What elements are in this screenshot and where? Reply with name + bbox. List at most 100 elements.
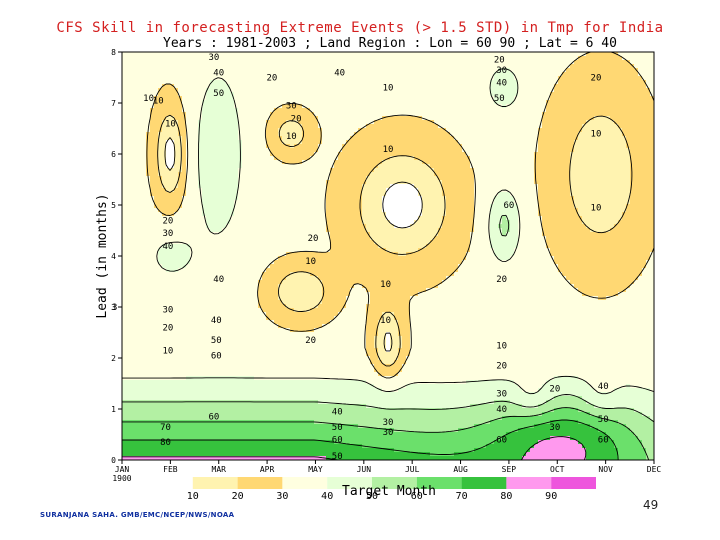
- field-cell: [258, 148, 263, 153]
- field-cell: [574, 124, 579, 129]
- field-cell: [638, 112, 643, 117]
- field-cell: [334, 164, 339, 169]
- field-cell: [534, 120, 539, 125]
- field-cell: [422, 184, 427, 189]
- field-cell: [438, 136, 443, 141]
- field-cell: [278, 132, 283, 137]
- field-cell: [326, 100, 331, 105]
- field-cell: [570, 120, 575, 125]
- field-cell: [310, 156, 315, 161]
- field-cell: [534, 168, 539, 173]
- field-cell: [326, 192, 331, 197]
- field-cell: [422, 192, 427, 197]
- field-cell: [306, 120, 311, 125]
- field-cell: [266, 52, 271, 57]
- field-cell: [366, 164, 371, 169]
- field-cell: [514, 104, 519, 109]
- field-cell: [454, 112, 459, 117]
- field-cell: [578, 52, 583, 57]
- field-cell: [598, 80, 603, 85]
- field-cell: [330, 200, 335, 205]
- field-cell: [182, 84, 187, 89]
- field-cell: [162, 140, 167, 145]
- field-cell: [618, 168, 623, 173]
- field-cell: [438, 108, 443, 113]
- field-cell: [214, 104, 219, 109]
- field-cell: [454, 176, 459, 181]
- field-cell: [474, 136, 479, 141]
- field-cell: [586, 96, 591, 101]
- field-cell: [354, 52, 359, 57]
- field-cell: [486, 100, 491, 105]
- field-cell: [122, 184, 127, 189]
- field-cell: [490, 104, 495, 109]
- field-cell: [458, 116, 463, 121]
- field-cell: [342, 108, 347, 113]
- field-cell: [442, 108, 447, 113]
- field-cell: [186, 196, 191, 201]
- field-cell: [610, 72, 615, 77]
- field-cell: [282, 140, 287, 145]
- field-cell: [266, 156, 271, 161]
- field-cell: [394, 176, 399, 181]
- field-cell: [342, 148, 347, 153]
- field-cell: [506, 92, 511, 97]
- field-cell: [382, 160, 387, 165]
- field-cell: [306, 168, 311, 173]
- field-cell: [326, 88, 331, 93]
- field-cell: [198, 84, 203, 89]
- field-cell: [514, 112, 519, 117]
- field-cell: [414, 148, 419, 153]
- field-cell: [554, 136, 559, 141]
- field-cell: [622, 152, 627, 157]
- field-cell: [282, 180, 287, 185]
- field-cell: [254, 132, 259, 137]
- field-cell: [530, 96, 535, 101]
- field-cell: [582, 188, 587, 193]
- field-cell: [634, 120, 639, 125]
- field-cell: [238, 196, 243, 201]
- field-cell: [366, 192, 371, 197]
- field-cell: [402, 152, 407, 157]
- field-cell: [158, 112, 163, 117]
- field-cell: [266, 192, 271, 197]
- field-cell: [194, 108, 199, 113]
- field-cell: [446, 180, 451, 185]
- field-cell: [586, 156, 591, 161]
- field-cell: [618, 140, 623, 145]
- field-cell: [558, 72, 563, 77]
- field-cell: [446, 104, 451, 109]
- field-cell: [122, 164, 127, 169]
- field-cell: [498, 100, 503, 105]
- field-cell: [270, 100, 275, 105]
- field-cell: [634, 56, 639, 61]
- field-cell: [430, 192, 435, 197]
- field-cell: [618, 108, 623, 113]
- field-cell: [570, 104, 575, 109]
- field-cell: [390, 132, 395, 137]
- field-cell: [338, 192, 343, 197]
- field-cell: [514, 152, 519, 157]
- field-cell: [226, 140, 231, 145]
- field-cell: [138, 72, 143, 77]
- field-cell: [150, 188, 155, 193]
- field-cell: [230, 152, 235, 157]
- field-cell: [634, 180, 639, 185]
- field-cell: [490, 192, 495, 197]
- field-cell: [594, 112, 599, 117]
- field-cell: [398, 96, 403, 101]
- field-cell: [130, 100, 135, 105]
- field-cell: [354, 188, 359, 193]
- field-cell: [162, 112, 167, 117]
- field-cell: [414, 112, 419, 117]
- field-cell: [214, 148, 219, 153]
- field-cell: [390, 64, 395, 69]
- field-cell: [498, 68, 503, 73]
- field-cell: [286, 80, 291, 85]
- field-cell: [262, 108, 267, 113]
- field-cell: [442, 116, 447, 121]
- field-cell: [402, 156, 407, 161]
- field-cell: [378, 88, 383, 93]
- field-cell: [558, 136, 563, 141]
- field-cell: [254, 64, 259, 69]
